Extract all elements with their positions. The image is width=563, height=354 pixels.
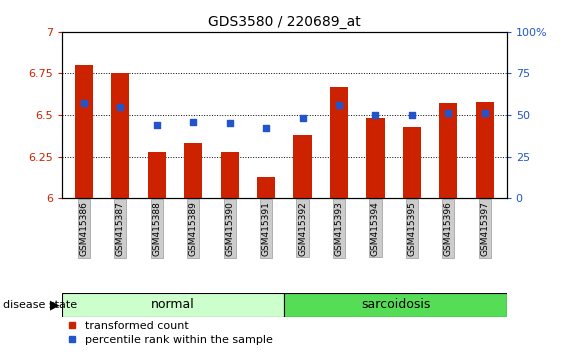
Text: GSM415388: GSM415388 — [152, 201, 161, 256]
Point — [116, 104, 125, 110]
Point — [371, 112, 380, 118]
Text: GSM415390: GSM415390 — [225, 201, 234, 256]
Bar — [221, 152, 239, 198]
Bar — [148, 152, 166, 198]
Text: GSM415396: GSM415396 — [444, 201, 453, 256]
Bar — [293, 135, 312, 198]
Point — [189, 119, 198, 125]
Bar — [439, 103, 458, 198]
Text: disease state: disease state — [3, 300, 77, 310]
Text: GSM415393: GSM415393 — [334, 201, 343, 256]
Text: GSM415386: GSM415386 — [79, 201, 88, 256]
Text: GSM415395: GSM415395 — [408, 201, 417, 256]
Bar — [284, 293, 507, 317]
Bar — [403, 127, 421, 198]
Bar — [62, 293, 284, 317]
Bar — [476, 102, 494, 198]
Text: sarcoidosis: sarcoidosis — [361, 298, 430, 311]
Text: GSM415391: GSM415391 — [262, 201, 271, 256]
Bar — [75, 65, 93, 198]
Point — [444, 110, 453, 116]
Text: ▶: ▶ — [50, 298, 59, 311]
Point — [408, 112, 417, 118]
Text: GSM415392: GSM415392 — [298, 201, 307, 256]
Text: GSM415389: GSM415389 — [189, 201, 198, 256]
Point — [79, 101, 88, 106]
Point — [262, 126, 271, 131]
Bar — [184, 143, 202, 198]
Legend: transformed count, percentile rank within the sample: transformed count, percentile rank withi… — [68, 321, 273, 345]
Bar — [257, 177, 275, 198]
Text: GSM415387: GSM415387 — [116, 201, 125, 256]
Text: normal: normal — [151, 298, 195, 311]
Text: GSM415394: GSM415394 — [371, 201, 380, 256]
Bar — [367, 118, 385, 198]
Point — [225, 120, 234, 126]
Point — [152, 122, 161, 128]
Text: GSM415397: GSM415397 — [480, 201, 489, 256]
Point — [298, 115, 307, 121]
Title: GDS3580 / 220689_at: GDS3580 / 220689_at — [208, 16, 361, 29]
Bar — [330, 87, 348, 198]
Bar — [111, 74, 129, 198]
Point — [480, 110, 489, 116]
Point — [334, 102, 343, 108]
